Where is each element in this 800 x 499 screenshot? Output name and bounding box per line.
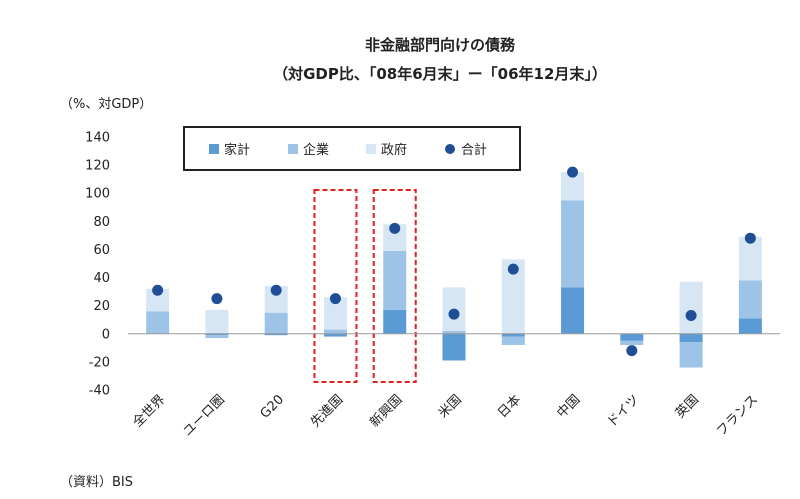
bar-segment: [620, 333, 644, 341]
x-axis-ticks: 全世界 ユーロ圏 G20 先進国 新興国 米国 日本 中国 ドイツ 英国 フランス: [130, 392, 762, 440]
legend: 家計 企業 政府 合計: [183, 126, 521, 171]
total-point: [389, 222, 401, 234]
bar-segment: [738, 236, 762, 281]
y-tick-label: 20: [93, 299, 110, 314]
chart-title: 非金融部門向けの債務: [365, 36, 516, 54]
y-tick-label: 80: [93, 215, 110, 230]
bar-segment: [442, 330, 466, 334]
bar-segment: [323, 329, 347, 334]
y-tick-label: 120: [85, 159, 110, 174]
x-tick-label: 中国: [554, 392, 583, 421]
bar-segment: [146, 288, 170, 312]
chart-subtitle: （対GDP比、「08年6月末」ー「06年12月末」）: [273, 65, 607, 83]
total-point: [507, 263, 519, 275]
bar-segment: [501, 333, 525, 337]
bar-segment: [205, 333, 229, 336]
total-points: [152, 166, 756, 357]
bar-segment: [501, 336, 525, 346]
total-point: [626, 345, 638, 357]
total-point: [270, 284, 282, 296]
bar-segment: [738, 280, 762, 319]
x-tick-label: ユーロ圏: [180, 392, 227, 439]
y-tick-label: -20: [89, 355, 110, 370]
bar-segment: [501, 259, 525, 334]
legend-marker-total: [445, 144, 455, 154]
bar-segment: [264, 312, 288, 334]
bar-segment: [264, 333, 288, 336]
bar-segment: [264, 285, 288, 313]
bar-segment: [561, 200, 585, 288]
x-tick-label: 先進国: [308, 392, 346, 430]
total-point: [329, 293, 341, 305]
x-tick-label: フランス: [714, 392, 761, 439]
highlight-box: [313, 189, 358, 383]
total-point: [152, 284, 164, 296]
bar-segment: [383, 224, 407, 251]
x-tick-label: 全世界: [130, 392, 169, 431]
x-tick-label: 新興国: [367, 392, 406, 431]
bar-segment: [679, 281, 703, 334]
y-axis-ticks: 140 120 100 80 60 40 20 0 -20 -40: [85, 131, 110, 399]
bar-segment: [383, 250, 407, 310]
bar-segment: [679, 333, 703, 343]
total-point: [744, 232, 756, 244]
bar-segment: [442, 333, 466, 361]
y-tick-label: 0: [102, 327, 110, 342]
bar-segment: [323, 333, 347, 337]
x-tick-label: 日本: [495, 392, 524, 421]
x-tick-label: G20: [258, 392, 287, 421]
source-note: （資料）BIS: [60, 475, 133, 490]
y-axis-label: （%、対GDP）: [60, 97, 152, 112]
total-point: [448, 308, 460, 320]
legend-box: [183, 126, 521, 171]
total-point: [567, 166, 579, 178]
y-tick-label: 40: [93, 271, 110, 286]
legend-label-corporate: 企業: [303, 142, 329, 158]
highlight-box: [372, 189, 417, 383]
bar-segment: [205, 335, 229, 338]
legend-label-household: 家計: [224, 142, 250, 158]
x-tick-label: ドイツ: [604, 392, 642, 430]
legend-label-total: 合計: [461, 142, 487, 158]
y-tick-label: 140: [85, 131, 110, 146]
legend-swatch-government: [366, 144, 376, 154]
y-tick-label: 100: [85, 187, 110, 202]
bar-segment: [323, 297, 347, 330]
y-tick-label: 60: [93, 243, 110, 258]
y-tick-label: -40: [89, 384, 110, 399]
x-tick-label: 英国: [673, 392, 702, 421]
bar-segment: [679, 342, 703, 368]
total-point: [685, 310, 697, 322]
bar-segment: [146, 311, 170, 334]
bar-segment: [561, 287, 585, 334]
stacked-bars: [146, 172, 762, 368]
bar-segment: [738, 318, 762, 334]
legend-label-government: 政府: [381, 143, 407, 158]
bar-segment: [561, 172, 585, 201]
highlight-boxes: [313, 189, 417, 383]
bar-segment: [383, 309, 407, 334]
legend-swatch-corporate: [288, 144, 298, 154]
x-tick-label: 米国: [436, 392, 465, 421]
total-point: [211, 293, 223, 305]
bar-segment: [620, 340, 644, 346]
legend-swatch-household: [209, 144, 219, 154]
bar-segment: [205, 309, 229, 334]
